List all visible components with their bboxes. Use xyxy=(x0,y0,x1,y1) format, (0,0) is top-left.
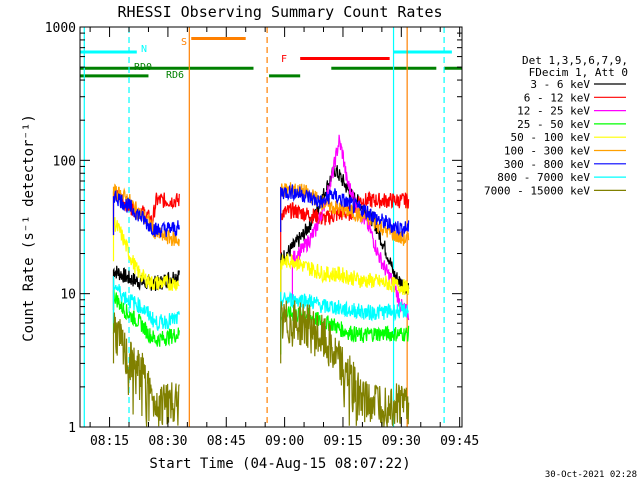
legend-label: 300 - 800 keV xyxy=(504,158,590,171)
series-line xyxy=(112,289,180,347)
flag-layer xyxy=(80,36,462,78)
y-tick-label: 100 xyxy=(53,154,76,169)
legend-label: 100 - 300 keV xyxy=(504,145,590,158)
series-line xyxy=(291,134,410,321)
x-tick-label: 08:45 xyxy=(207,434,246,449)
chart-title: RHESSI Observing Summary Count Rates xyxy=(117,3,442,21)
legend-header: FDecim 1, Att 0 xyxy=(529,66,628,79)
plot-frame xyxy=(79,26,463,428)
flag-label-n: N xyxy=(141,44,147,55)
legend-label: 3 - 6 keV xyxy=(530,78,590,91)
legend-label: 50 - 100 keV xyxy=(511,131,591,144)
y-axis-label: Count Rate (s⁻¹ detector⁻¹) xyxy=(21,114,37,342)
series-line xyxy=(112,189,180,238)
legend-label: 7000 - 15000 keV xyxy=(484,184,590,197)
x-tick-label: 09:15 xyxy=(323,434,362,449)
series-line xyxy=(112,217,180,292)
footer-timestamp: 30-Oct-2021 02:28 xyxy=(545,470,637,480)
series-layer xyxy=(112,134,410,427)
flag-label-layer: N S F RD0 RD6 xyxy=(134,37,287,81)
flag-label-f: F xyxy=(281,54,287,65)
y-tick-label: 1 xyxy=(68,421,76,436)
x-tick-label: 08:15 xyxy=(90,434,129,449)
x-tick-label: 09:00 xyxy=(265,434,304,449)
flag-label-rd6: RD6 xyxy=(166,70,184,81)
series-line xyxy=(280,165,410,300)
legend-label: 25 - 50 keV xyxy=(517,118,590,131)
series-line xyxy=(280,300,410,427)
legend: Det 1,3,5,6,7,9,FDecim 1, Att 03 - 6 keV… xyxy=(484,54,628,197)
x-axis-label: Start Time (04-Aug-15 08:07:22) xyxy=(149,456,410,472)
axes-layer: 1 10 100 1000 08:15 08:30 08:45 09:00 09:15 09:30… xyxy=(45,21,480,449)
flag-label-s: S xyxy=(181,37,187,48)
y-tick-label: 10 xyxy=(60,288,76,303)
x-tick-label: 09:45 xyxy=(440,434,479,449)
series-line xyxy=(280,253,410,304)
legend-label: 12 - 25 keV xyxy=(517,105,590,118)
series-line xyxy=(112,276,180,331)
x-tick-label: 09:30 xyxy=(382,434,421,449)
series-line xyxy=(280,190,410,254)
series-line xyxy=(280,184,410,238)
y-tick-label: 1000 xyxy=(45,21,76,36)
flag-label-rd0: RD0 xyxy=(134,62,152,73)
legend-header: Det 1,3,5,6,7,9, xyxy=(522,54,628,67)
x-tick-label: 08:30 xyxy=(148,434,187,449)
series-line xyxy=(112,188,180,236)
series-line xyxy=(280,291,409,340)
legend-label: 6 - 12 keV xyxy=(524,91,591,104)
legend-label: 800 - 7000 keV xyxy=(497,171,590,184)
